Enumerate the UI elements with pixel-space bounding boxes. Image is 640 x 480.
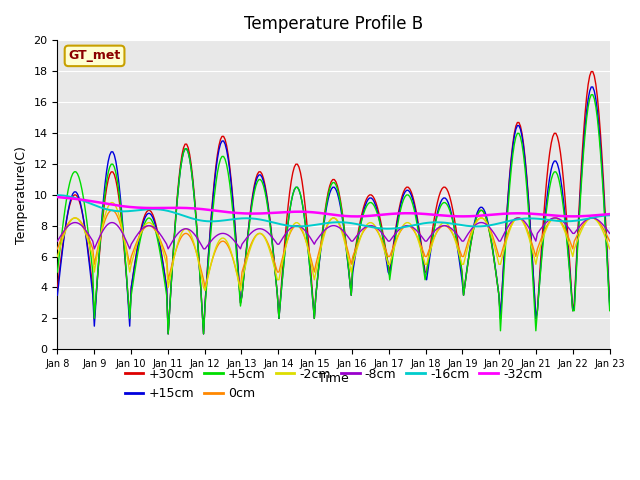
0cm: [201, 285, 209, 290]
-32cm: [218, 209, 226, 215]
+30cm: [296, 170, 304, 176]
Line: -32cm: -32cm: [58, 197, 610, 216]
+30cm: [606, 300, 614, 306]
-2cm: [578, 227, 586, 232]
+30cm: [238, 292, 246, 298]
0cm: [298, 228, 306, 234]
-8cm: [606, 230, 614, 236]
-32cm: [606, 211, 614, 217]
-32cm: [246, 211, 253, 216]
+30cm: [577, 180, 584, 185]
+5cm: [248, 207, 255, 213]
+15cm: [238, 292, 246, 298]
0cm: [123, 247, 131, 252]
+5cm: [588, 92, 595, 97]
-8cm: [296, 224, 304, 229]
+30cm: [588, 69, 595, 74]
-2cm: [54, 254, 61, 260]
-2cm: [201, 288, 209, 293]
0cm: [108, 207, 115, 213]
+5cm: [238, 292, 246, 298]
0cm: [240, 264, 248, 270]
+15cm: [577, 189, 584, 195]
+30cm: [220, 133, 227, 139]
+30cm: [121, 257, 129, 263]
-16cm: [295, 224, 303, 229]
-8cm: [90, 246, 98, 252]
-32cm: [237, 210, 244, 216]
-2cm: [240, 271, 248, 276]
-2cm: [249, 239, 257, 245]
+15cm: [296, 192, 304, 197]
+15cm: [606, 303, 614, 309]
-8cm: [54, 238, 61, 244]
Title: Temperature Profile B: Temperature Profile B: [244, 15, 423, 33]
Line: +15cm: +15cm: [58, 87, 610, 334]
-8cm: [550, 215, 558, 221]
Line: +30cm: +30cm: [58, 72, 610, 334]
-16cm: [577, 217, 584, 223]
0cm: [606, 238, 614, 244]
+5cm: [296, 192, 304, 197]
+15cm: [54, 292, 61, 298]
+5cm: [606, 308, 614, 313]
-32cm: [121, 204, 129, 209]
Line: 0cm: 0cm: [58, 210, 610, 288]
-16cm: [246, 216, 253, 221]
+5cm: [577, 195, 584, 201]
Line: -2cm: -2cm: [58, 203, 610, 290]
0cm: [54, 246, 61, 252]
-16cm: [237, 216, 244, 221]
-32cm: [54, 194, 61, 200]
Y-axis label: Temperature(C): Temperature(C): [15, 146, 28, 244]
-16cm: [218, 218, 226, 224]
-2cm: [298, 226, 306, 232]
-16cm: [384, 226, 392, 232]
Line: +5cm: +5cm: [58, 95, 610, 334]
0cm: [249, 238, 257, 243]
0cm: [221, 239, 229, 245]
-16cm: [606, 213, 614, 218]
+15cm: [248, 204, 255, 210]
+15cm: [121, 253, 129, 259]
+15cm: [164, 331, 172, 337]
-2cm: [606, 246, 614, 252]
+30cm: [54, 285, 61, 290]
-8cm: [238, 241, 246, 247]
Line: -8cm: -8cm: [58, 218, 610, 249]
+5cm: [121, 254, 129, 260]
+15cm: [220, 138, 227, 144]
-2cm: [108, 200, 115, 205]
-16cm: [121, 208, 129, 214]
-8cm: [123, 239, 131, 245]
+30cm: [164, 331, 172, 337]
-32cm: [577, 213, 584, 219]
-2cm: [123, 251, 131, 256]
Line: -16cm: -16cm: [58, 195, 610, 229]
+15cm: [588, 84, 595, 90]
-8cm: [248, 230, 255, 236]
-32cm: [295, 209, 303, 215]
-2cm: [221, 236, 229, 242]
-8cm: [578, 221, 586, 227]
+5cm: [220, 154, 227, 159]
0cm: [578, 224, 586, 229]
-8cm: [220, 230, 227, 236]
-32cm: [352, 214, 360, 219]
X-axis label: Time: Time: [318, 372, 349, 385]
Legend: +30cm, +15cm, +5cm, 0cm, -2cm, -8cm, -16cm, -32cm: +30cm, +15cm, +5cm, 0cm, -2cm, -8cm, -16…: [120, 363, 547, 405]
+5cm: [164, 331, 172, 337]
+30cm: [248, 202, 255, 208]
-16cm: [54, 192, 61, 198]
Text: GT_met: GT_met: [68, 49, 121, 62]
+5cm: [54, 269, 61, 275]
